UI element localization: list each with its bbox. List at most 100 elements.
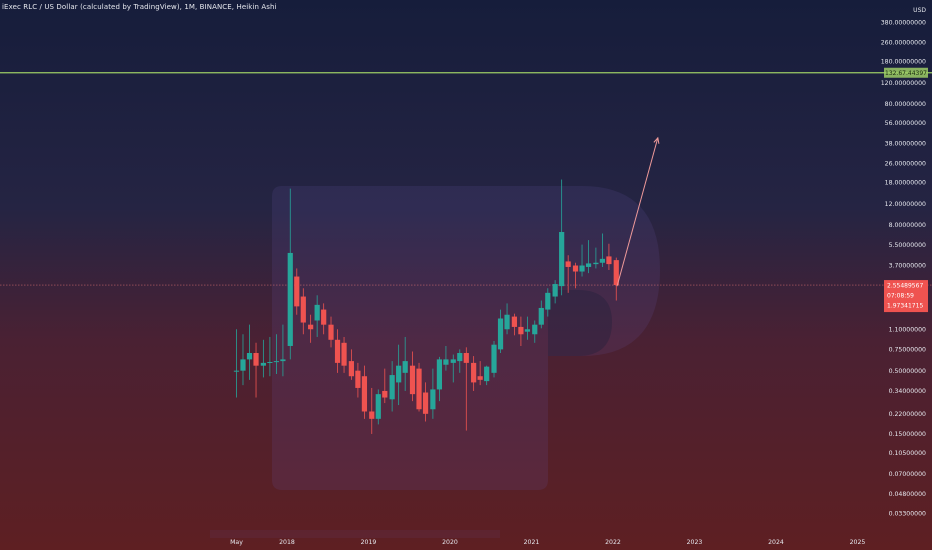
candle[interactable] xyxy=(267,336,273,377)
candle[interactable] xyxy=(511,313,517,336)
x-tick-label: 2023 xyxy=(687,539,703,546)
y-tick-label: 0.15000000 xyxy=(889,431,926,438)
candle-body xyxy=(585,263,592,267)
candle[interactable] xyxy=(233,329,240,398)
candle[interactable] xyxy=(524,316,531,340)
y-tick-label: 12.00000000 xyxy=(885,201,926,208)
candle[interactable] xyxy=(246,324,253,380)
y-tick-label: 80.00000000 xyxy=(885,101,926,108)
x-tick-label: 2025 xyxy=(850,539,866,546)
candle[interactable] xyxy=(348,349,354,380)
x-tick-label: 2019 xyxy=(361,539,377,546)
candle[interactable] xyxy=(606,243,612,270)
candle[interactable] xyxy=(593,247,599,269)
candle-body xyxy=(246,353,253,360)
candle-body xyxy=(361,376,368,412)
candle[interactable] xyxy=(585,240,592,274)
candle[interactable] xyxy=(308,314,314,343)
candle[interactable] xyxy=(409,351,416,402)
candle-body xyxy=(287,252,293,346)
y-tick-label: 0.34000000 xyxy=(889,388,926,395)
candle-body xyxy=(552,284,558,297)
candle-body xyxy=(233,370,240,372)
candle[interactable] xyxy=(552,280,558,304)
y-tick-label: 0.22000000 xyxy=(889,411,926,418)
candle[interactable] xyxy=(321,303,327,335)
candle[interactable] xyxy=(572,262,579,289)
candle[interactable] xyxy=(491,340,497,378)
y-tick-label: 0.10500000 xyxy=(889,450,926,457)
resistance-price-tag xyxy=(884,67,928,78)
candle[interactable] xyxy=(457,349,463,373)
candle-body xyxy=(396,365,402,383)
candle[interactable] xyxy=(430,368,436,419)
candle[interactable] xyxy=(341,336,347,373)
candle[interactable] xyxy=(613,257,619,301)
candle[interactable] xyxy=(361,365,368,419)
candle-body xyxy=(538,307,544,325)
candle[interactable] xyxy=(375,389,381,425)
candle[interactable] xyxy=(273,334,280,374)
candle[interactable] xyxy=(369,387,375,434)
candle[interactable] xyxy=(253,342,259,398)
candle[interactable] xyxy=(389,361,395,412)
candle[interactable] xyxy=(287,188,293,360)
candle-body xyxy=(599,258,606,263)
candle-body xyxy=(545,292,551,310)
candle-body xyxy=(375,394,381,419)
candle[interactable] xyxy=(484,365,490,386)
y-tick-label: 0.03300000 xyxy=(889,511,926,518)
candle[interactable] xyxy=(538,300,544,329)
y-tick-label: 56.00000000 xyxy=(885,120,926,127)
candle-body xyxy=(518,326,524,335)
candle-body xyxy=(328,324,334,340)
candle[interactable] xyxy=(559,179,565,296)
candle-body xyxy=(593,262,599,265)
candle[interactable] xyxy=(436,356,443,402)
candle[interactable] xyxy=(471,356,477,391)
candle[interactable] xyxy=(450,354,456,383)
candle[interactable] xyxy=(532,320,538,343)
y-tick-label: 120.00000000 xyxy=(881,80,926,87)
candle[interactable] xyxy=(294,268,300,315)
candle[interactable] xyxy=(443,345,449,371)
candle[interactable] xyxy=(402,336,408,391)
candle[interactable] xyxy=(355,362,361,398)
candle[interactable] xyxy=(545,288,551,317)
candle[interactable] xyxy=(396,344,402,406)
candle[interactable] xyxy=(280,324,286,377)
candle-body xyxy=(416,368,422,410)
candle-body xyxy=(463,353,469,363)
candle[interactable] xyxy=(416,362,422,412)
current-price-label: 2.55489567 xyxy=(887,282,923,289)
x-tick-label: 2024 xyxy=(768,539,784,546)
candle[interactable] xyxy=(382,368,388,404)
candle[interactable] xyxy=(599,233,606,267)
projection-arrowhead xyxy=(653,136,660,144)
y-tick-label: 0.04800000 xyxy=(889,491,926,498)
chart-title: iExec RLC / US Dollar (calculated by Tra… xyxy=(2,3,277,11)
candle[interactable] xyxy=(463,347,469,431)
candle[interactable] xyxy=(497,309,504,354)
candle[interactable] xyxy=(565,255,571,293)
y-tick-label: 380.00000000 xyxy=(881,19,926,26)
candle[interactable] xyxy=(314,295,320,337)
candle[interactable] xyxy=(260,339,266,378)
candle[interactable] xyxy=(579,244,585,277)
y-axis: 380.00000000 260.00000000 180.00000000 120.… xyxy=(881,19,926,517)
candle[interactable] xyxy=(477,361,483,386)
y-tick-label: 0.50000000 xyxy=(889,368,926,375)
candle-body xyxy=(572,265,579,272)
candle[interactable] xyxy=(422,382,429,422)
candle-body xyxy=(497,318,504,350)
current-price-label: 1.97341715 xyxy=(887,302,923,309)
candle[interactable] xyxy=(300,288,306,335)
candle-body xyxy=(565,261,571,267)
candle[interactable] xyxy=(504,303,510,335)
candle[interactable] xyxy=(240,334,246,386)
candle[interactable] xyxy=(328,316,334,348)
candle[interactable] xyxy=(518,316,524,346)
candle[interactable] xyxy=(334,329,341,373)
